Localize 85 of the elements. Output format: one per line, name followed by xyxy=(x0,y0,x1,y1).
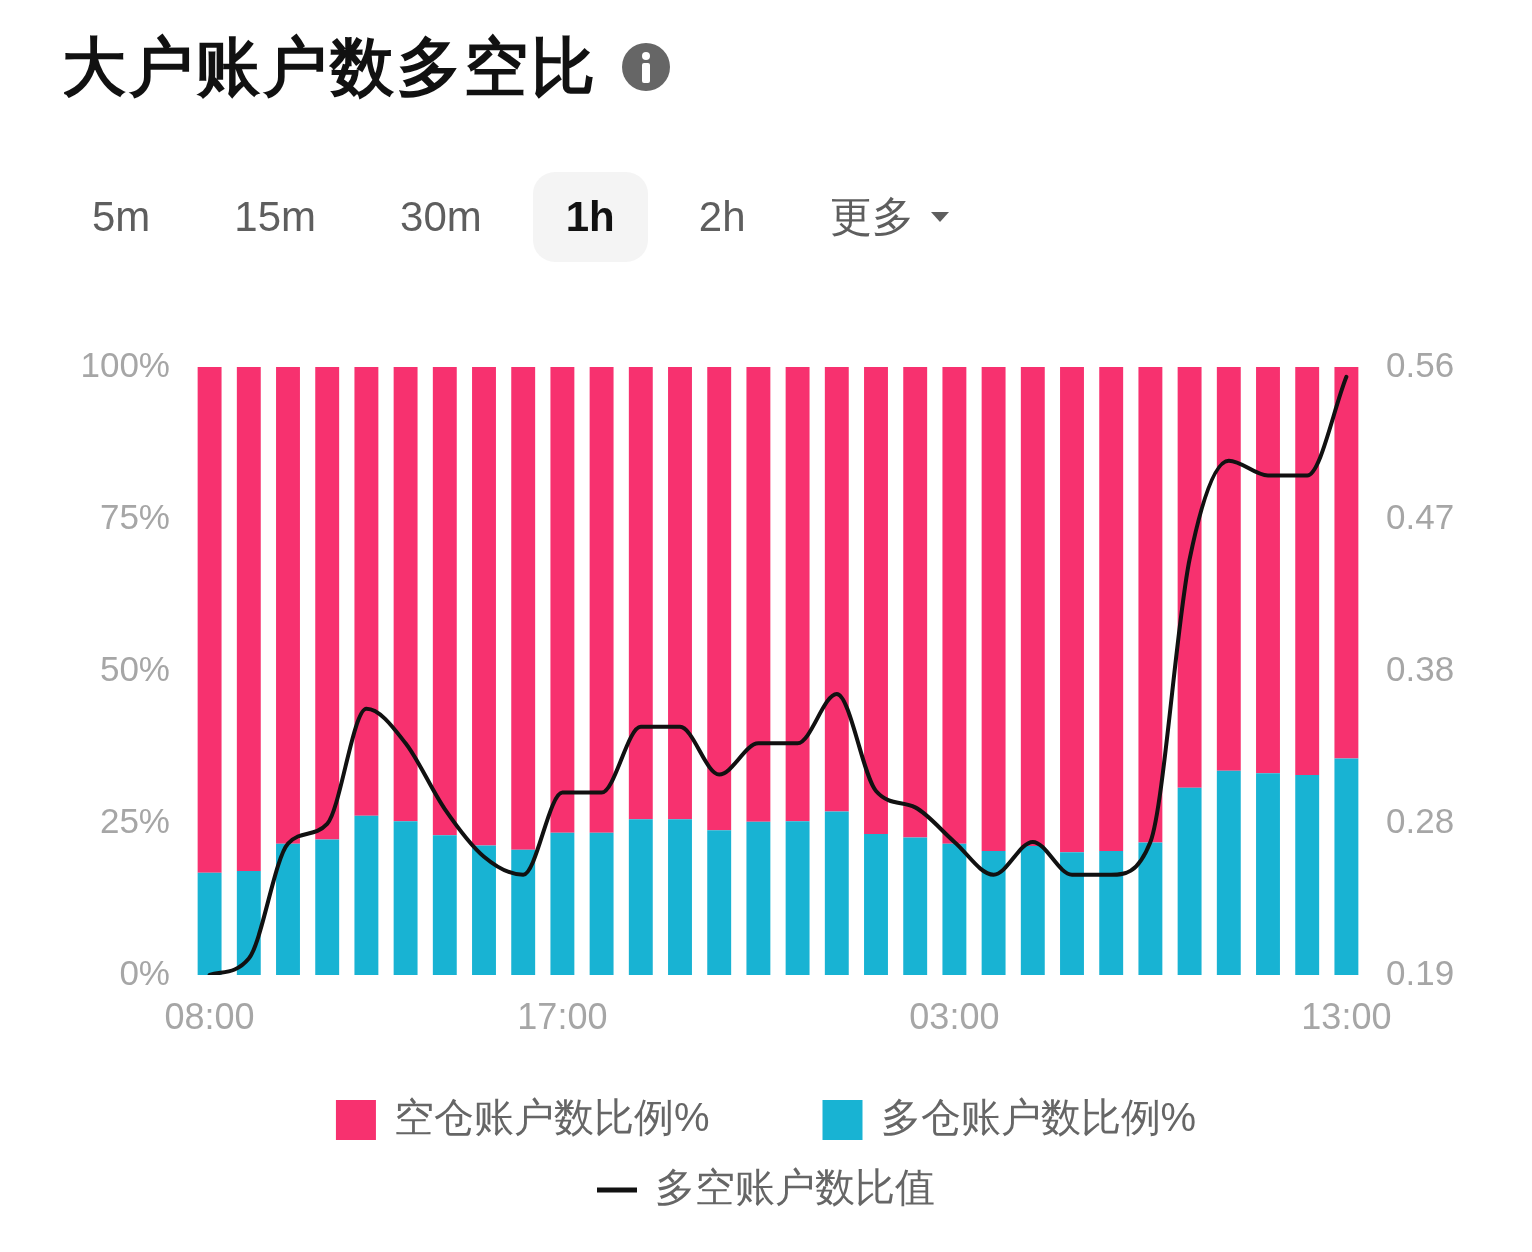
y2-tick-label: 0.19 xyxy=(1386,952,1455,992)
bar xyxy=(1295,774,1320,975)
bar xyxy=(1020,367,1045,847)
bar xyxy=(824,367,849,812)
legend-label: 多仓账户数比例% xyxy=(880,1095,1197,1140)
y-tick-label: 0% xyxy=(119,952,170,992)
y-tick-label: 100% xyxy=(80,344,170,384)
bar xyxy=(981,367,1006,851)
text: 5m xyxy=(59,172,184,262)
bar xyxy=(432,367,457,836)
chart-title: 大户账户数多空比 xyxy=(62,30,598,103)
bar xyxy=(236,367,261,872)
y-tick-label: 50% xyxy=(99,648,170,688)
y-tick-label: 75% xyxy=(99,496,170,536)
bar xyxy=(942,843,967,975)
x-tick-label: 03:00 xyxy=(909,995,1000,1037)
bar xyxy=(236,871,261,975)
bar xyxy=(1216,367,1241,771)
x-tick-label: 13:00 xyxy=(1301,995,1392,1037)
bar xyxy=(511,367,536,850)
bar xyxy=(1334,758,1359,975)
bar xyxy=(746,367,771,822)
bar xyxy=(707,367,732,831)
y2-tick-label: 0.38 xyxy=(1386,648,1455,688)
y2-tick-label: 0.47 xyxy=(1386,496,1455,536)
bar xyxy=(668,367,692,820)
bar xyxy=(354,367,379,816)
bar xyxy=(942,367,967,844)
bar xyxy=(354,815,379,975)
y2-tick-label: 0.28 xyxy=(1386,800,1455,840)
bar xyxy=(1216,770,1241,975)
x-tick-label: 17:00 xyxy=(517,995,608,1037)
bar xyxy=(1256,367,1280,774)
bar xyxy=(1177,787,1202,975)
bar xyxy=(197,367,222,873)
bar xyxy=(746,821,771,975)
bar xyxy=(628,367,653,820)
text: 30m xyxy=(367,172,515,262)
text: 更多 xyxy=(796,172,947,262)
bar xyxy=(1256,773,1280,975)
line-series xyxy=(207,374,1349,975)
bar xyxy=(824,811,849,975)
bar xyxy=(393,821,418,975)
bar xyxy=(276,367,300,844)
bar xyxy=(393,367,418,822)
bar xyxy=(550,367,575,833)
legend-label: 空仓账户数比例% xyxy=(393,1095,710,1140)
x-tick-label: 08:00 xyxy=(164,995,255,1037)
bar xyxy=(511,849,536,975)
bar xyxy=(197,872,222,975)
bar xyxy=(1177,367,1202,788)
bar xyxy=(589,367,614,833)
selected-tab[interactable]: 1h xyxy=(532,172,648,262)
bar xyxy=(1099,850,1124,975)
text: 2h xyxy=(665,172,779,262)
bar xyxy=(864,367,888,834)
bar xyxy=(1334,367,1359,759)
y2-tick-label: 0.56 xyxy=(1386,344,1455,384)
bar xyxy=(785,821,810,975)
bar xyxy=(707,830,732,975)
bar xyxy=(981,850,1006,975)
bar xyxy=(589,832,614,975)
bar xyxy=(432,835,457,975)
bar xyxy=(1138,842,1163,975)
y-tick-label: 25% xyxy=(99,800,170,840)
bar xyxy=(668,819,692,975)
bar xyxy=(903,837,928,975)
bar xyxy=(1099,367,1124,851)
bar xyxy=(903,367,928,838)
bar xyxy=(315,839,340,975)
bar xyxy=(1060,852,1084,975)
bar xyxy=(1295,367,1320,775)
bar xyxy=(1060,367,1084,853)
bar xyxy=(276,843,300,975)
text: 15m xyxy=(201,172,350,262)
bar xyxy=(864,833,888,975)
legend-label: 多空账户数比值 xyxy=(655,1165,935,1210)
bar xyxy=(472,367,496,846)
bar xyxy=(1138,367,1163,843)
bar xyxy=(550,832,575,975)
bar xyxy=(472,845,496,975)
bar xyxy=(315,367,340,840)
bar xyxy=(628,819,653,975)
bar xyxy=(785,367,810,822)
bar xyxy=(1020,846,1045,975)
